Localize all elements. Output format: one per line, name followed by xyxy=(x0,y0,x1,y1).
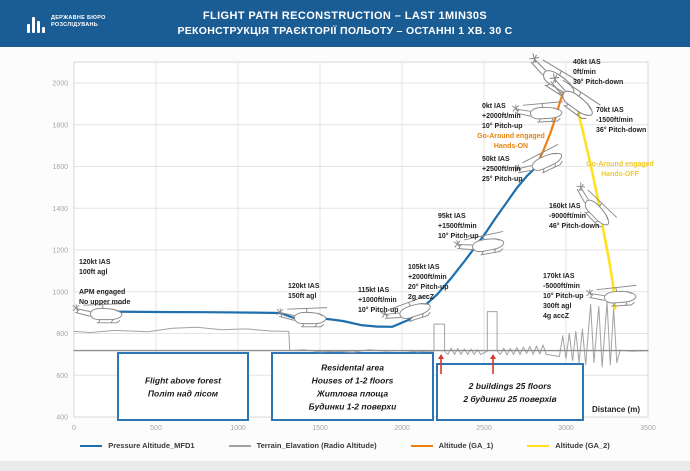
legend-label: Altitude (GA_2) xyxy=(555,441,610,450)
x-tick-label: 0 xyxy=(72,425,76,432)
annotation-descent-70kt: 70kt IAS -1500ft/min 36° Pitch-down xyxy=(596,107,646,134)
x-tick-label: 1500 xyxy=(312,425,328,432)
annotation-goaround-off: Go-Around engaged Hands-OFF xyxy=(586,161,654,178)
annotation-climb-50kt: 50kt IAS +2500ft/min 25° Pitch-up xyxy=(482,156,523,183)
annotation-impact-170kt: 170kt IAS -5000ft/min 10° Pitch-up 300ft ag… xyxy=(543,273,584,320)
info-box-rect xyxy=(117,352,249,421)
y-tick-label: 1000 xyxy=(52,289,68,296)
x-tick-label: 3500 xyxy=(640,425,656,432)
y-tick-label: 1800 xyxy=(52,122,68,129)
dbr-logo-line1: ДЕРЖАВНЕ БЮРО xyxy=(51,15,106,21)
page-title: FLIGHT PATH RECONSTRUCTION – LAST 1MIN30… xyxy=(0,10,690,37)
legend-label: Terrain_Elavation (Radio Altitude) xyxy=(256,441,377,450)
x-tick-label: 1000 xyxy=(230,425,246,432)
info-box-residential-box: Residental area Houses of 1-2 floors Житло… xyxy=(271,352,434,421)
info-box-forest-box: Flight above forest Політ над лісом xyxy=(117,352,249,421)
annotation-goaround-on: Go-Around engaged Hands-ON xyxy=(477,133,545,150)
flight-path-chart: 400 600 800 1000 1200 1400 1600 1800 2000 0 500 100… xyxy=(52,51,656,432)
legend-item-pressure-altitude-mfd1: Pressure Altitude_MFD1 xyxy=(80,441,195,450)
annotation-climb-115kt: 115kt IAS +1000ft/min 10° Pitch-up xyxy=(358,287,399,314)
chart-legend: Pressure Altitude_MFD1 Terrain_Elavation … xyxy=(0,441,690,450)
annotation-apm-engaged: 120kt IAS 100ft agl APM engaged No upper m… xyxy=(79,259,130,306)
legend-item-terrain-elavation-radio-altitude-: Terrain_Elavation (Radio Altitude) xyxy=(228,441,377,450)
y-tick-label: 1200 xyxy=(52,248,68,255)
annotation-apex-40kt: 40kt IAS 0ft/min 30° Pitch-down xyxy=(573,59,623,86)
x-tick-label: 500 xyxy=(150,425,162,432)
info-box-text: 2 buildings 25 floors 2 будинки 25 поверх… xyxy=(462,381,556,404)
annotation-level-150ft: 120kt IAS 150ft agl xyxy=(288,283,320,300)
annotation-descent-160kt: 160kt IAS -9000ft/min 46° Pitch-down xyxy=(549,203,599,230)
dbr-logo-line2: РОЗСЛІДУВАНЬ xyxy=(51,22,99,28)
dbr-logo: ДЕРЖАВНЕ БЮРО РОЗСЛІДУВАНЬ xyxy=(27,11,106,33)
x-axis-label: Distance (m) xyxy=(592,405,640,414)
annotation-climb-0kt: 0kt IAS +2000ft/min 10° Pitch-up xyxy=(482,103,523,130)
x-tick-label: 3000 xyxy=(558,425,574,432)
y-tick-label: 600 xyxy=(56,373,68,380)
info-box-rect xyxy=(271,352,434,421)
y-tick-label: 400 xyxy=(56,415,68,422)
info-box-text: Residental area Houses of 1-2 floors Житло… xyxy=(309,363,397,412)
legend-item-altitude-ga-1-: Altitude (GA_1) xyxy=(410,441,494,450)
title-english: FLIGHT PATH RECONSTRUCTION – LAST 1MIN30… xyxy=(202,10,488,22)
annotation-climb-105kt: 105kt IAS +2000ft/min 20° Pitch-up 2g accZ xyxy=(408,264,449,301)
footer-strip xyxy=(0,461,690,471)
annotation-climb-95kt: 95kt IAS +1500ft/min 10° Pitch-up xyxy=(438,213,479,240)
series-terrain-elavation-radio-altitude- xyxy=(73,301,649,368)
info-box-buildings-box: 2 buildings 25 floors 2 будинки 25 поверх… xyxy=(436,363,584,421)
legend-line-swatch xyxy=(527,444,550,447)
dbr-bars-icon xyxy=(27,11,45,33)
dbr-logo-text: ДЕРЖАВНЕ БЮРО РОЗСЛІДУВАНЬ xyxy=(51,15,106,29)
y-tick-label: 1600 xyxy=(52,164,68,171)
legend-line-swatch xyxy=(410,444,433,447)
info-box-rect xyxy=(436,363,584,421)
building-pointer-arrow xyxy=(490,354,496,374)
legend-item-altitude-ga-2-: Altitude (GA_2) xyxy=(527,441,610,450)
title-ukrainian: РЕКОНСТРУКЦІЯ ТРАЄКТОРІЇ ПОЛЬОТУ – ОСТАН… xyxy=(177,25,513,37)
y-tick-label: 2000 xyxy=(52,81,68,88)
header-bar: ДЕРЖАВНЕ БЮРО РОЗСЛІДУВАНЬ FLIGHT PATH R… xyxy=(0,0,690,47)
series-pressure-altitude-mfd1 xyxy=(113,167,537,328)
info-box-text: Flight above forest Політ над лісом xyxy=(145,376,222,399)
legend-label: Altitude (GA_1) xyxy=(438,441,494,450)
x-tick-label: 2500 xyxy=(476,425,492,432)
building-pointer-arrow xyxy=(438,354,444,374)
legend-label: Pressure Altitude_MFD1 xyxy=(108,441,195,450)
y-tick-label: 800 xyxy=(56,331,68,338)
legend-line-swatch xyxy=(80,444,103,447)
y-tick-label: 1400 xyxy=(52,206,68,213)
legend-line-swatch xyxy=(228,444,251,447)
x-tick-label: 2000 xyxy=(394,425,410,432)
